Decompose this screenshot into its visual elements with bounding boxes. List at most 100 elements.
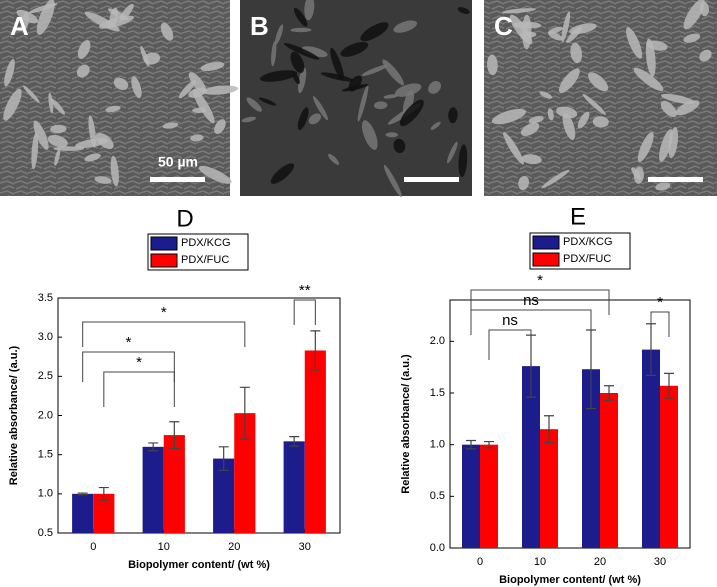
cell — [562, 112, 576, 140]
error-bar — [77, 492, 88, 496]
cell — [547, 108, 554, 121]
bar — [283, 441, 305, 533]
cell — [190, 134, 204, 142]
significance-label: * — [537, 272, 543, 289]
cell — [29, 3, 58, 14]
cell — [683, 0, 705, 30]
bar — [660, 385, 678, 548]
legend-label: PDX/FUC — [181, 254, 229, 266]
cell — [637, 131, 654, 162]
y-tick-label: 0.5 — [38, 527, 53, 539]
significance-label: * — [161, 304, 167, 321]
cell — [428, 80, 442, 94]
scale-bar — [150, 177, 205, 182]
scale-bar — [648, 177, 703, 182]
bar — [642, 349, 660, 548]
error-bar — [310, 330, 321, 371]
cell — [561, 11, 571, 43]
cell — [297, 107, 309, 131]
cell — [520, 122, 540, 136]
x-axis-label: Biopolymer content/ (wt %) — [128, 559, 270, 571]
y-tick-label: 0.5 — [430, 490, 445, 502]
cell — [582, 93, 606, 115]
significance-label: * — [126, 334, 132, 351]
cell — [50, 124, 67, 134]
cell — [541, 169, 570, 189]
cell — [192, 88, 215, 124]
cell — [293, 7, 308, 27]
cell — [328, 153, 340, 165]
bar — [72, 493, 94, 533]
cell — [522, 14, 532, 50]
significance-label: ns — [523, 292, 539, 309]
x-tick-label: 0 — [477, 556, 483, 568]
chart-title: D — [176, 205, 193, 232]
cell — [312, 96, 329, 121]
cell — [699, 49, 712, 62]
cell — [160, 22, 174, 41]
cell — [178, 79, 196, 99]
cell — [361, 64, 390, 76]
error-bar — [98, 486, 109, 501]
cell — [320, 72, 355, 82]
x-tick-label: 30 — [654, 556, 666, 568]
significance-bracket — [293, 299, 316, 325]
cell — [290, 51, 305, 73]
cell — [198, 165, 232, 184]
cell — [393, 20, 418, 33]
cell — [660, 100, 677, 118]
cell — [361, 120, 378, 150]
cell — [539, 91, 553, 99]
legend-swatch — [150, 253, 178, 268]
cell — [357, 84, 369, 122]
cell — [47, 134, 68, 148]
bar — [304, 350, 326, 533]
panel-label: C — [494, 11, 513, 41]
cell — [48, 92, 54, 114]
cell — [633, 166, 644, 184]
cell — [23, 85, 40, 103]
y-tick-label: 2.0 — [430, 335, 445, 347]
bar — [522, 366, 540, 548]
cell — [22, 11, 30, 29]
y-tick-label: 1.0 — [38, 488, 53, 500]
significance-bracket — [650, 311, 670, 337]
cell — [683, 33, 701, 43]
significance-bracket — [470, 289, 610, 315]
cell — [556, 106, 578, 119]
significance-label: * — [657, 294, 663, 311]
scale-bar — [404, 177, 459, 182]
cell — [558, 68, 580, 93]
cell — [214, 119, 226, 135]
cell — [304, 0, 315, 21]
bar — [480, 444, 498, 548]
cell — [626, 27, 643, 59]
cell — [94, 176, 112, 184]
cell — [340, 41, 369, 57]
y-axis-label: Relative absorbance/ (a.u.) — [400, 354, 412, 494]
error-bar — [148, 442, 159, 452]
bar — [582, 369, 600, 548]
cell — [84, 11, 120, 32]
cell — [270, 163, 295, 184]
cell — [107, 8, 129, 21]
cell — [113, 77, 129, 91]
cell — [188, 72, 207, 94]
bar — [540, 429, 558, 548]
legend-label: PDX/FUC — [563, 253, 611, 265]
significance-label: ** — [299, 282, 311, 299]
plot-frame — [449, 299, 691, 549]
cell — [518, 175, 530, 191]
cell — [54, 149, 61, 166]
y-tick-label: 3.5 — [38, 292, 53, 304]
cell — [77, 39, 91, 59]
y-tick-label: 1.5 — [430, 387, 445, 399]
cell — [50, 98, 66, 115]
cell — [84, 153, 101, 162]
cell — [258, 97, 277, 106]
cell — [53, 146, 85, 151]
bar — [163, 435, 185, 533]
error-bar — [466, 439, 476, 450]
significance-bracket — [103, 371, 175, 407]
cell — [430, 121, 441, 130]
